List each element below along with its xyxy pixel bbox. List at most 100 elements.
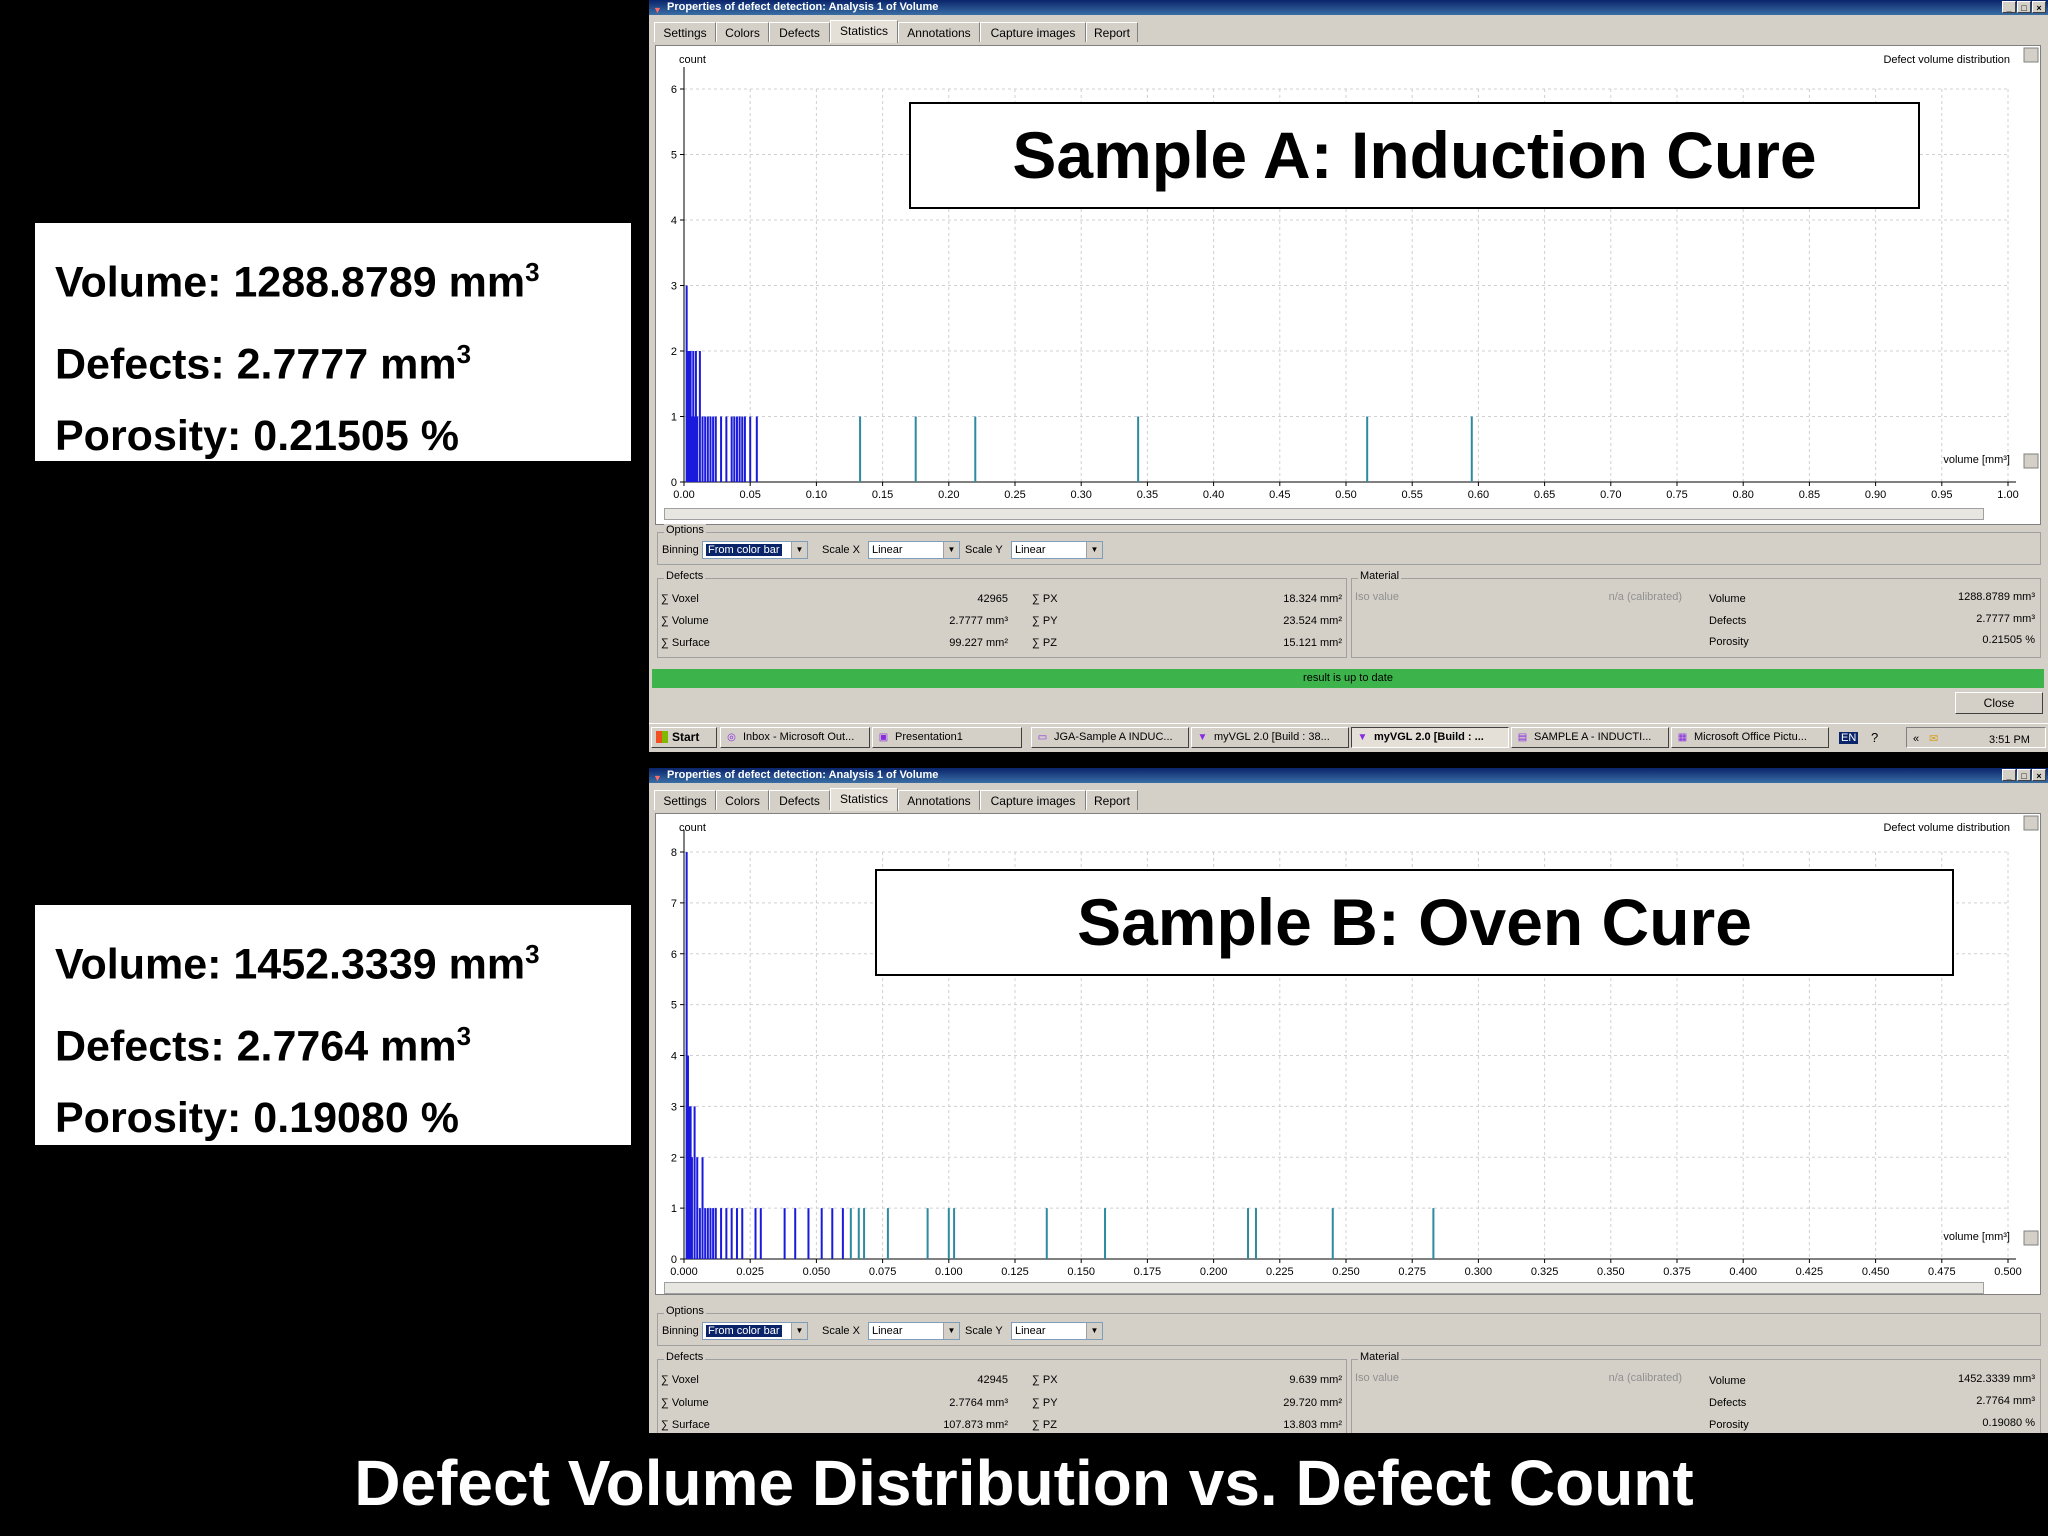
x-tick-label: 0.05 <box>739 489 760 501</box>
stat-name: ∑ PX <box>1032 1374 1058 1386</box>
material-value: 1288.8789 mm³ <box>1957 591 2035 603</box>
x-tick-label: 0.425 <box>1796 1266 1824 1278</box>
material-name: Volume <box>1709 593 1746 605</box>
x-tick-label: 0.90 <box>1865 489 1886 501</box>
y-tick-label: 0 <box>671 1254 677 1266</box>
scroll-up-icon <box>2023 47 2039 63</box>
tab-report[interactable]: Report <box>1086 790 1138 810</box>
scale-y-label: Scale Y <box>965 1325 1003 1337</box>
x-tick-label: 0.60 <box>1468 489 1489 501</box>
horizontal-scrollbar[interactable] <box>664 508 1984 520</box>
chart-area: 0.000 0.025 0.050 0.075 0.100 0.125 0.150 0.175… <box>655 813 2041 1295</box>
scale-y-select[interactable]: Linear ▼ <box>1011 1322 1103 1340</box>
horizontal-scrollbar[interactable] <box>664 1282 1984 1294</box>
scale-x-select[interactable]: Linear ▼ <box>868 1322 960 1340</box>
taskbar-item-myvgl-1[interactable]: ▼ myVGL 2.0 [Build : 38... <box>1191 727 1349 748</box>
status-bar: result is up to date <box>652 669 2044 688</box>
y-tick-label: 1 <box>671 412 677 424</box>
info-box-sample-a: Volume: 1288.8789 mm3 Defects: 2.7777 mm… <box>35 223 631 461</box>
tab-report[interactable]: Report <box>1086 22 1138 42</box>
stat-value: 23.524 mm² <box>1283 615 1342 627</box>
stat-value: 15.121 mm² <box>1283 637 1342 649</box>
taskbar-item-sample-a[interactable]: ▤ SAMPLE A - INDUCTI... <box>1511 727 1669 748</box>
x-tick-label: 0.30 <box>1070 489 1091 501</box>
material-name: Porosity <box>1709 636 1749 648</box>
chevron-down-icon: ▼ <box>943 1323 959 1339</box>
tray-expand-icon[interactable]: « <box>1913 733 1920 745</box>
scale-x-label: Scale X <box>822 544 860 556</box>
x-tick-label: 0.65 <box>1534 489 1555 501</box>
info-box-sample-b: Volume: 1452.3339 mm3 Defects: 2.7764 mm… <box>35 905 631 1145</box>
close-button[interactable]: Close <box>1955 692 2043 714</box>
close-icon[interactable]: × <box>2032 1 2046 13</box>
tab-colors[interactable]: Colors <box>716 22 769 42</box>
tab-statistics[interactable]: Statistics <box>830 788 898 811</box>
stat-value: 18.324 mm² <box>1283 593 1342 605</box>
taskbar-item-myvgl-2[interactable]: ▼ myVGL 2.0 [Build : ... <box>1351 727 1509 748</box>
folder-icon: ▭ <box>1037 732 1048 743</box>
tab-annotations[interactable]: Annotations <box>898 22 980 42</box>
tab-capture-images[interactable]: Capture images <box>980 790 1086 810</box>
stat-value: 29.720 mm² <box>1283 1397 1342 1409</box>
maximize-icon[interactable]: □ <box>2017 1 2031 13</box>
stat-value: 9.639 mm² <box>1289 1374 1342 1386</box>
info-defects: Defects: 2.7764 mm3 <box>55 1021 472 1071</box>
tab-defects[interactable]: Defects <box>769 790 830 810</box>
system-tray: « ✉ 3:51 PM <box>1906 727 2046 748</box>
tab-defects[interactable]: Defects <box>769 22 830 42</box>
material-value: 0.21505 % <box>1982 634 2035 646</box>
tab-settings[interactable]: Settings <box>654 22 716 42</box>
language-indicator[interactable]: EN <box>1839 732 1859 744</box>
stat-name: ∑ Surface <box>661 1419 710 1431</box>
x-tick-label: 0.15 <box>872 489 893 501</box>
x-axis-label: volume [mm³] <box>1943 1231 2010 1243</box>
material-group-label: Material <box>1358 570 1402 582</box>
scale-y-select[interactable]: Linear ▼ <box>1011 541 1103 559</box>
tab-statistics[interactable]: Statistics <box>830 20 898 43</box>
taskbar-item-powerpoint[interactable]: ▣ Presentation1 <box>872 727 1022 748</box>
clock: 3:51 PM <box>1989 734 2030 746</box>
info-defects: Defects: 2.7777 mm3 <box>55 339 472 389</box>
taskbar-item-picture-manager[interactable]: ▦ Microsoft Office Pictu... <box>1671 727 1829 748</box>
scale-x-label: Scale X <box>822 1325 860 1337</box>
stat-value: 42965 <box>977 593 1008 605</box>
binning-select[interactable]: From color bar ▼ <box>702 1322 808 1340</box>
taskbar-item-folder[interactable]: ▭ JGA-Sample A INDUC... <box>1031 727 1189 748</box>
window-titlebar[interactable]: ▼ Properties of defect detection: Analys… <box>649 0 2048 15</box>
iso-value-label: Iso value <box>1355 591 1400 603</box>
tab-settings[interactable]: Settings <box>654 790 716 810</box>
stat-value: 13.803 mm² <box>1283 1419 1342 1431</box>
defect-properties-window-b: ▼ Properties of defect detection: Analys… <box>649 768 2048 1433</box>
start-button[interactable]: Start <box>651 727 717 748</box>
tab-capture-images[interactable]: Capture images <box>980 22 1086 42</box>
tab-colors[interactable]: Colors <box>716 790 769 810</box>
scale-x-select[interactable]: Linear ▼ <box>868 541 960 559</box>
x-tick-label: 0.100 <box>935 1266 963 1278</box>
y-tick-label: 5 <box>671 1000 677 1012</box>
material-value: 0.19080 % <box>1982 1417 2035 1429</box>
window-titlebar[interactable]: ▼ Properties of defect detection: Analys… <box>649 768 2048 783</box>
y-axis-label: count <box>679 822 706 834</box>
window-title: Properties of defect detection: Analysis… <box>667 1 939 13</box>
sample-title-box: Sample A: Induction Cure <box>909 102 1920 209</box>
x-tick-label: 1.00 <box>1997 489 2018 501</box>
defects-group: Defects ∑ Voxel 42945 ∑ PX 9.639 mm² ∑ V… <box>657 1351 1347 1433</box>
y-tick-label: 5 <box>671 150 677 162</box>
material-group: Material Iso value n/a (calibrated) Volu… <box>1351 1351 2041 1433</box>
maximize-icon[interactable]: □ <box>2017 769 2031 781</box>
options-group: Options Binning From color bar ▼ Scale X … <box>657 524 2041 565</box>
taskbar-item-outlook[interactable]: ◎ Inbox - Microsoft Out... <box>720 727 870 748</box>
tab-annotations[interactable]: Annotations <box>898 790 980 810</box>
scale-y-label: Scale Y <box>965 544 1003 556</box>
minimize-icon[interactable]: _ <box>2002 769 2016 781</box>
close-icon[interactable]: × <box>2032 769 2046 781</box>
stat-value: 42945 <box>977 1374 1008 1386</box>
minimize-icon[interactable]: _ <box>2002 1 2016 13</box>
x-tick-label: 0.125 <box>1001 1266 1029 1278</box>
x-tick-label: 0.175 <box>1134 1266 1162 1278</box>
options-group: Options Binning From color bar ▼ Scale X … <box>657 1305 2041 1346</box>
x-tick-label: 0.500 <box>1994 1266 2022 1278</box>
stat-name: ∑ Volume <box>661 1397 709 1409</box>
binning-select[interactable]: From color bar ▼ <box>702 541 808 559</box>
help-icon[interactable]: ? <box>1871 730 1879 745</box>
